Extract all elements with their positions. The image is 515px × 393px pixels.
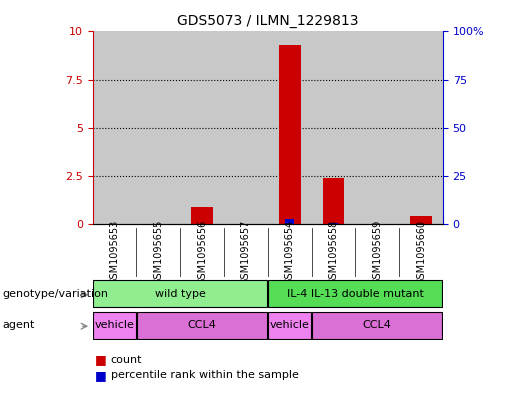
Text: agent: agent	[3, 320, 35, 330]
Bar	[268, 31, 312, 224]
Text: IL-4 IL-13 double mutant: IL-4 IL-13 double mutant	[287, 289, 424, 299]
FancyBboxPatch shape	[137, 312, 267, 339]
Bar	[312, 31, 355, 224]
Bar	[136, 31, 180, 224]
FancyBboxPatch shape	[268, 312, 311, 339]
FancyBboxPatch shape	[312, 312, 442, 339]
Text: vehicle: vehicle	[95, 320, 134, 330]
Text: ■: ■	[95, 353, 107, 366]
Text: percentile rank within the sample: percentile rank within the sample	[111, 370, 299, 380]
FancyBboxPatch shape	[93, 280, 267, 307]
Bar	[329, 223, 338, 224]
Text: GDS5073 / ILMN_1229813: GDS5073 / ILMN_1229813	[177, 14, 358, 28]
Bar	[93, 31, 136, 224]
Text: GSM1095653: GSM1095653	[110, 220, 119, 285]
FancyBboxPatch shape	[93, 312, 136, 339]
Bar	[279, 45, 301, 224]
Text: GSM1095657: GSM1095657	[241, 220, 251, 285]
Text: genotype/variation: genotype/variation	[3, 288, 109, 299]
Text: GSM1095659: GSM1095659	[372, 220, 382, 285]
FancyBboxPatch shape	[268, 280, 442, 307]
Text: count: count	[111, 354, 142, 365]
Bar	[355, 31, 399, 224]
Text: GSM1095655: GSM1095655	[153, 220, 163, 285]
Text: ■: ■	[95, 369, 107, 382]
Text: GSM1095658: GSM1095658	[329, 220, 338, 285]
Bar	[191, 207, 213, 224]
Bar	[410, 216, 432, 224]
Bar	[399, 31, 443, 224]
Bar	[224, 31, 268, 224]
Text: GSM1095660: GSM1095660	[416, 220, 426, 285]
Text: vehicle: vehicle	[270, 320, 310, 330]
Bar	[285, 219, 294, 224]
Bar	[322, 178, 345, 224]
Text: CCL4: CCL4	[187, 320, 217, 330]
Text: GSM1095654: GSM1095654	[285, 220, 295, 285]
Bar	[180, 31, 224, 224]
Text: CCL4: CCL4	[363, 320, 392, 330]
Text: wild type: wild type	[155, 289, 205, 299]
Text: GSM1095656: GSM1095656	[197, 220, 207, 285]
